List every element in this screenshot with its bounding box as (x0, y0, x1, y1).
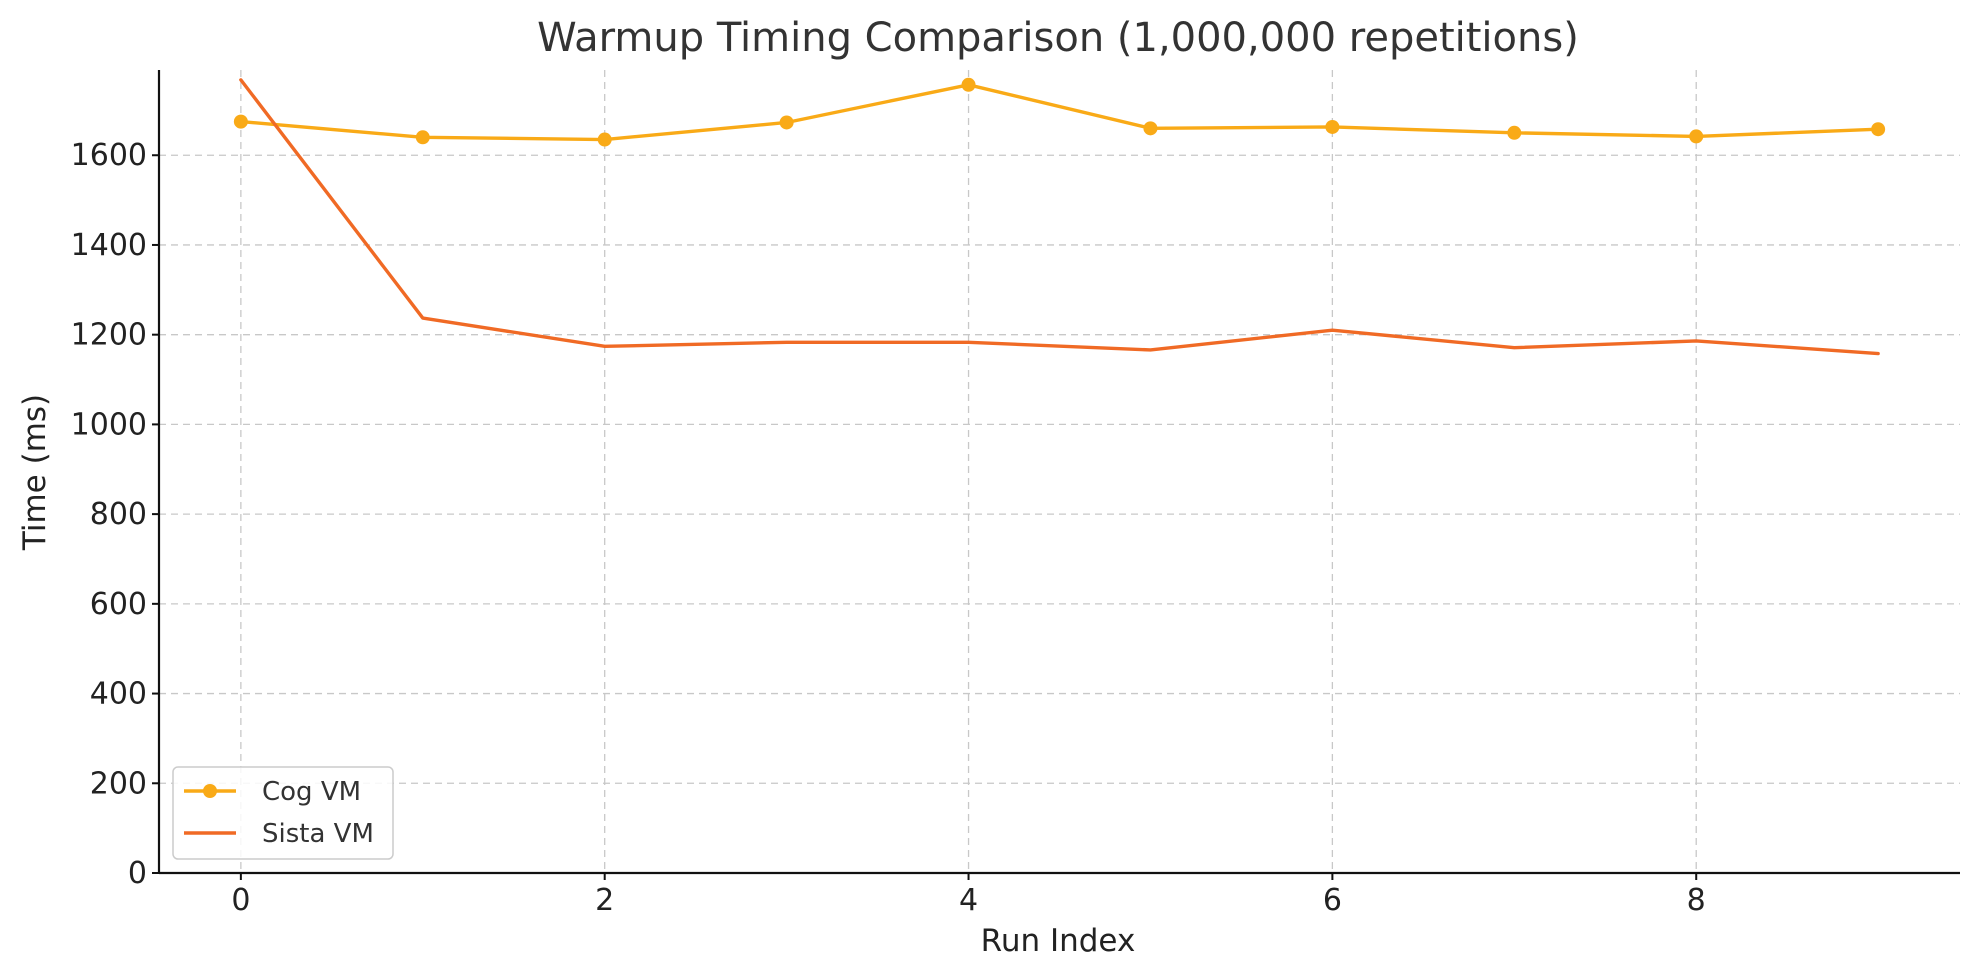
cog-vm-point (961, 77, 976, 92)
sista-vm-line (239, 78, 1880, 356)
cog-vm-point (415, 130, 430, 145)
cog-vm-point (1143, 121, 1158, 136)
x-tick-label: 4 (959, 883, 978, 918)
x-tick-label: 2 (595, 883, 614, 918)
legend-label-cog-vm: Cog VM (262, 777, 361, 807)
y-tick-label: 600 (90, 587, 147, 622)
legend-label-sista-vm: Sista VM (262, 819, 374, 849)
cog-vm-point (1325, 119, 1340, 134)
y-tick-label: 1000 (71, 407, 147, 442)
x-tick-label: 0 (231, 883, 250, 918)
x-tick-label: 6 (1323, 883, 1342, 918)
cog-vm-point (1871, 122, 1886, 137)
chart-title: Warmup Timing Comparison (1,000,000 repe… (537, 15, 1579, 61)
cog-vm-line (239, 83, 1880, 142)
y-axis-label: Time (ms) (17, 394, 53, 551)
y-tick-label: 0 (128, 856, 147, 891)
series-layer (233, 77, 1886, 356)
y-tick-label: 1600 (71, 138, 147, 173)
y-tick-label: 800 (90, 497, 147, 532)
y-tick-label: 1400 (71, 228, 147, 263)
y-tick-label: 1200 (71, 318, 147, 353)
cog-vm-point (779, 115, 794, 130)
legend: Cog VM Sista VM (172, 766, 394, 860)
y-tick-label: 200 (90, 766, 147, 801)
tick-labels: 0 200 400 600 800 1000 1200 1400 1600 0 2 4 6 8 (71, 138, 1706, 918)
legend-marker-cog-vm (203, 784, 217, 798)
cog-vm-point (597, 132, 612, 147)
cog-vm-point (233, 114, 248, 129)
grid (159, 70, 1960, 873)
x-axis-label: Run Index (981, 923, 1136, 959)
x-tick-label: 8 (1687, 883, 1706, 918)
y-tick-label: 400 (90, 677, 147, 712)
cog-vm-point (1507, 125, 1522, 140)
axes (152, 70, 1960, 880)
cog-vm-point (1689, 129, 1704, 144)
